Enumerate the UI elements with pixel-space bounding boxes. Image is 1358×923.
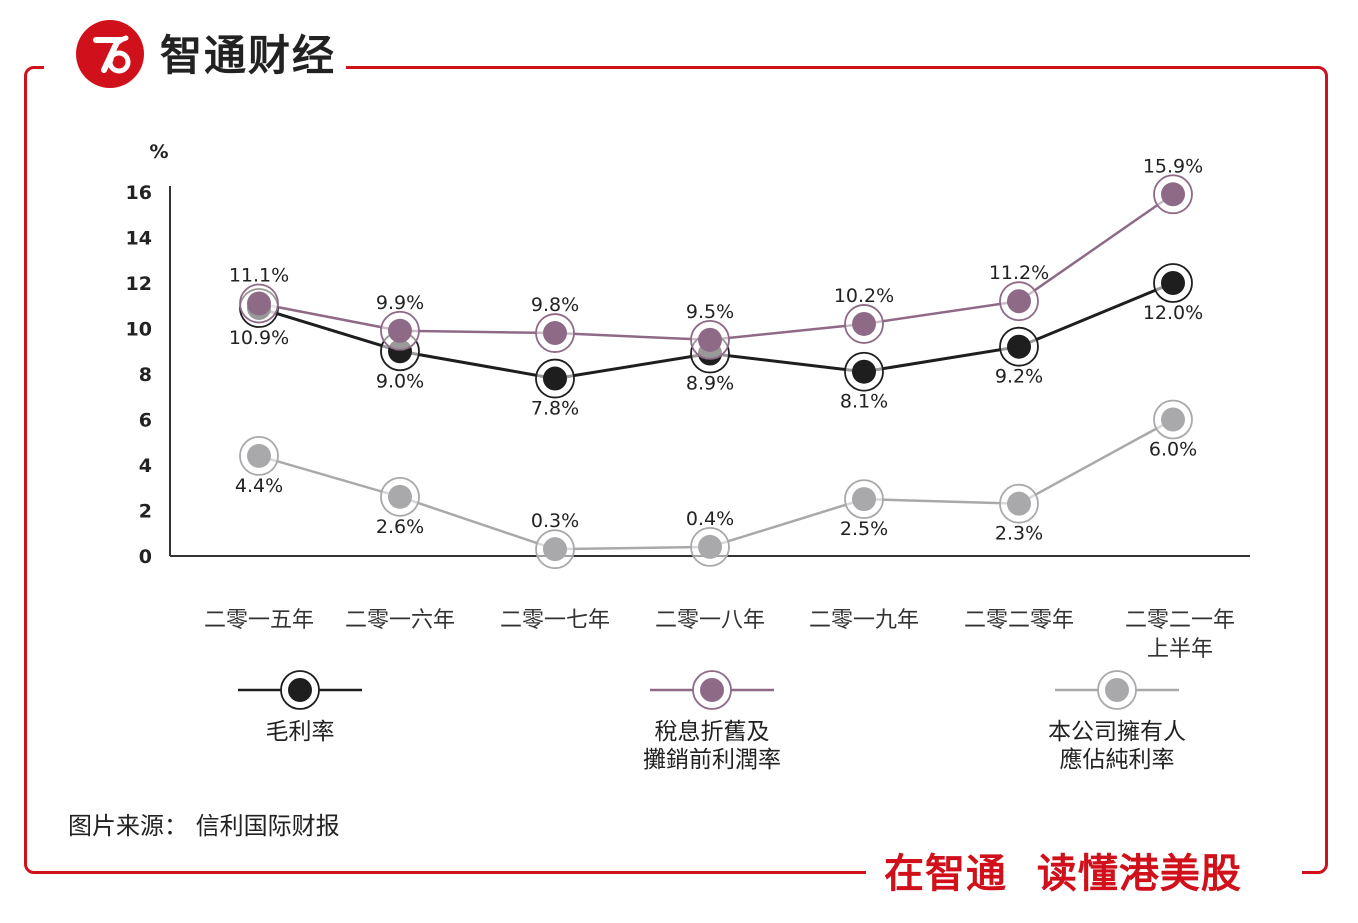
ebitda-data-label: 10.2%: [834, 285, 894, 307]
gross-data-label: 10.9%: [229, 327, 289, 349]
ebitda-point: [543, 321, 567, 346]
y-tick-label: 10: [126, 319, 152, 341]
y-tick-label: 16: [126, 182, 152, 204]
ebitda-point: [388, 318, 412, 343]
legend-label-ebitda: 稅息折舊及: [655, 719, 770, 745]
net-data-label: 2.6%: [376, 516, 424, 538]
card-frame: [24, 66, 1328, 874]
y-tick-label: 2: [139, 501, 152, 523]
ebitda-data-label: 9.9%: [376, 292, 424, 314]
net-point: [543, 537, 567, 562]
net-data-label: 6.0%: [1149, 439, 1197, 461]
gross-point: [1161, 271, 1185, 295]
net-data-label: 0.4%: [686, 508, 734, 530]
ebitda-data-label: 9.8%: [531, 294, 579, 316]
net-point: [1007, 491, 1031, 516]
net-data-label: 4.4%: [235, 475, 283, 497]
slogan-mask: [866, 846, 1302, 902]
y-tick-label: 12: [126, 273, 152, 295]
net-data-label: 0.3%: [531, 510, 579, 532]
net-data-label: 2.3%: [995, 523, 1043, 545]
x-category-label: 二零一七年: [500, 608, 610, 633]
ebitda-point: [852, 311, 876, 336]
gross-data-label: 8.9%: [686, 373, 734, 395]
source-note: 图片来源： 信利国际财报: [68, 812, 340, 840]
y-unit-label: %: [149, 141, 168, 163]
y-tick-label: 14: [126, 228, 152, 250]
net-data-label: 2.5%: [840, 518, 888, 540]
slogan: 在智通 读懂港美股: [884, 851, 1242, 897]
ebitda-point: [247, 291, 271, 316]
legend-label-net: 應佔純利率: [1060, 747, 1175, 773]
ebitda-data-label: 15.9%: [1143, 155, 1203, 177]
y-tick-label: 6: [139, 410, 152, 432]
x-category-label: 二零一六年: [345, 608, 455, 633]
x-category-label: 二零二一年: [1125, 608, 1235, 633]
gross-point: [543, 366, 567, 391]
legend-marker-ebitda: [700, 678, 724, 702]
net-point: [388, 484, 412, 509]
brand-name: 智通财经: [160, 31, 337, 80]
y-tick-label: 0: [139, 546, 152, 568]
x-category-label: 二零二零年: [964, 608, 1074, 633]
legend-label-gross: 毛利率: [266, 719, 335, 745]
legend-marker-gross: [288, 678, 312, 702]
gross-point: [852, 359, 876, 384]
y-tick-label: 4: [139, 455, 152, 477]
net-point: [1161, 407, 1185, 432]
brand-logo: [76, 20, 144, 88]
gross-data-label: 12.0%: [1143, 302, 1203, 324]
y-tick-label: 8: [139, 364, 152, 386]
x-category-label: 二零一八年: [655, 608, 765, 633]
net-point: [698, 534, 722, 559]
ebitda-data-label: 9.5%: [686, 301, 734, 323]
ebitda-point: [698, 327, 722, 352]
gross-data-label: 9.0%: [376, 370, 424, 392]
x-category-label: 二零一五年: [204, 608, 314, 633]
legend-marker-net: [1105, 678, 1129, 702]
gross-data-label: 8.1%: [840, 391, 888, 413]
legend-label-ebitda: 攤銷前利潤率: [643, 747, 781, 773]
gross-data-label: 9.2%: [995, 366, 1043, 388]
x-category-label: 上半年: [1147, 637, 1213, 662]
net-point: [852, 487, 876, 512]
gross-data-label: 7.8%: [531, 398, 579, 420]
ebitda-point: [1161, 182, 1185, 207]
gross-point: [1007, 334, 1031, 359]
x-category-label: 二零一九年: [809, 608, 919, 633]
ebitda-data-label: 11.2%: [989, 262, 1049, 284]
ebitda-point: [1007, 289, 1031, 314]
ebitda-data-label: 11.1%: [229, 264, 289, 286]
legend-label-net: 本公司擁有人: [1048, 719, 1186, 745]
net-point: [247, 443, 271, 468]
